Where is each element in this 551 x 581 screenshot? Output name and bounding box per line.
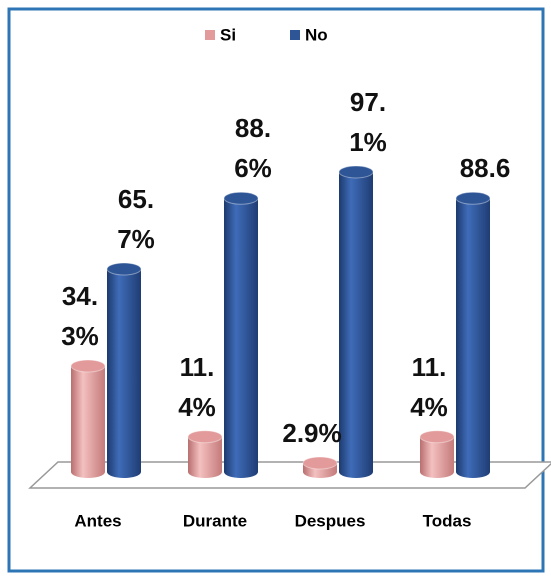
bar-top	[70, 359, 106, 373]
x-tick-label: Despues	[295, 511, 366, 530]
value-label: 2.9%	[282, 418, 342, 449]
bar-top	[338, 165, 374, 179]
bar	[339, 171, 373, 472]
value-label: 97.1%	[349, 86, 387, 157]
value-label: 34.3%	[61, 281, 99, 352]
bar	[71, 366, 105, 472]
value-label: 88.6%	[234, 113, 272, 184]
bar-bottom	[456, 466, 490, 478]
bar	[456, 198, 490, 472]
bar-top	[187, 430, 223, 444]
bar-top	[223, 191, 259, 205]
bar-bottom	[339, 466, 373, 478]
bar-top	[106, 262, 142, 276]
bar-top	[302, 456, 338, 470]
bar-top	[455, 191, 491, 205]
bar	[224, 198, 258, 472]
bar-bottom	[188, 466, 222, 478]
bar-bottom	[71, 466, 105, 478]
x-tick-label: Durante	[183, 511, 247, 530]
legend-label: No	[305, 25, 328, 44]
bar-bottom	[303, 466, 337, 478]
frame	[7, 7, 545, 573]
bar-top	[419, 430, 455, 444]
value-label: 11.4%	[178, 351, 216, 422]
value-label: 88.6	[459, 153, 511, 184]
x-tick-label: Antes	[74, 511, 121, 530]
bar-bottom	[224, 466, 258, 478]
x-tick-label: Todas	[423, 511, 472, 530]
bar-bottom	[107, 466, 141, 478]
legend-swatch	[205, 30, 215, 40]
legend-swatch	[290, 30, 300, 40]
bar-bottom	[420, 466, 454, 478]
value-label: 11.4%	[410, 351, 448, 422]
legend-label: Si	[220, 25, 236, 44]
bar	[107, 268, 141, 472]
value-label: 65.7%	[117, 184, 155, 254]
